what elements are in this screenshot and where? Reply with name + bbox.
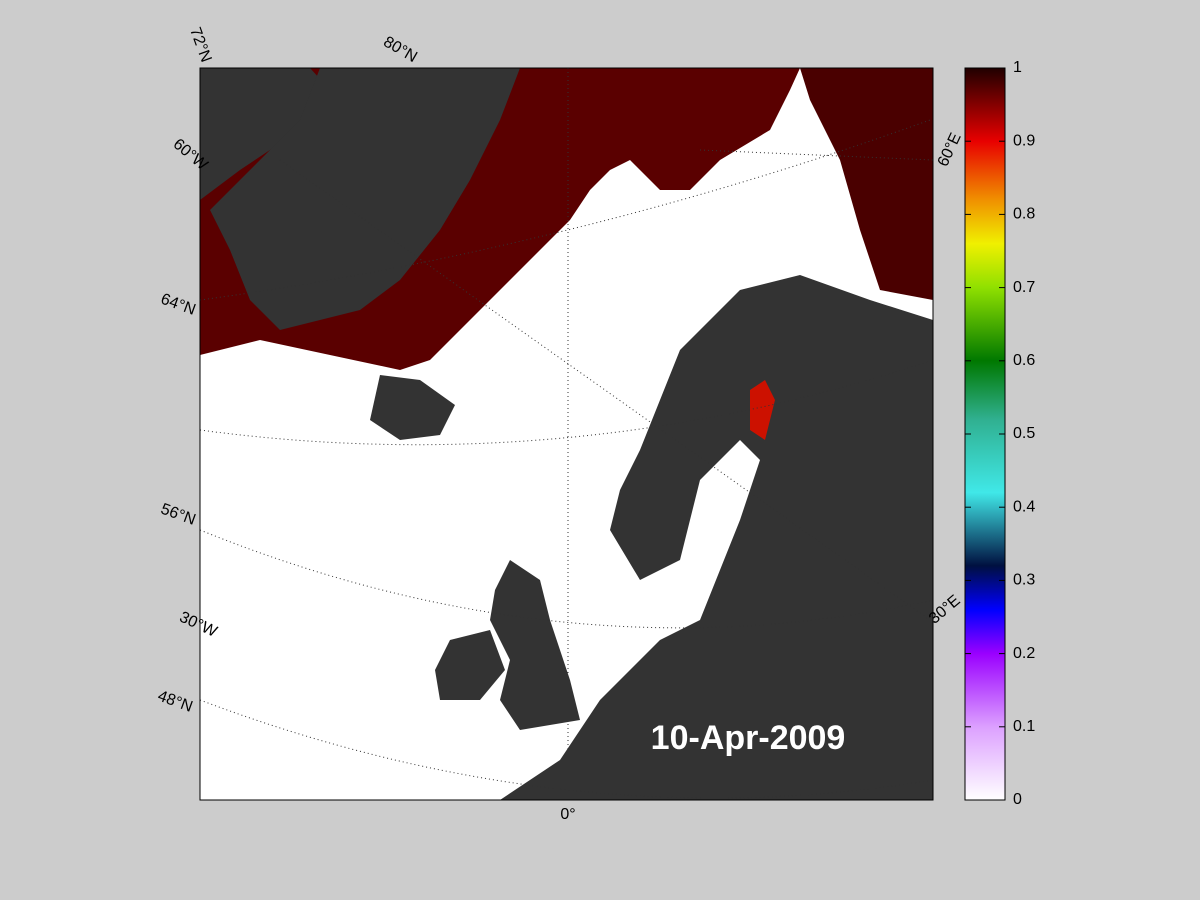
- sea-ice: [750, 380, 775, 440]
- colorbar-tick-label: 0.7: [1013, 279, 1035, 296]
- scandinavia-europe: [500, 275, 933, 800]
- colorbar-tick-label: 0.8: [1013, 206, 1035, 223]
- land: [200, 68, 330, 200]
- date-label: 10-Apr-2009: [651, 719, 846, 757]
- graticule-label: 48°N: [155, 688, 194, 716]
- graticule-label: 56°N: [158, 501, 197, 529]
- colorbar-tick-label: 0.9: [1013, 132, 1035, 149]
- greenland: [210, 68, 520, 330]
- great-britain: [490, 560, 580, 730]
- graticule: [200, 529, 933, 629]
- graticule-label: 64°N: [158, 291, 197, 319]
- graticule-label: 60°E: [935, 130, 965, 169]
- graticule: [200, 699, 933, 799]
- colorbar-tick-label: 0: [1013, 791, 1022, 808]
- colorbar-tick-label: 1: [1013, 59, 1022, 76]
- map-frame: [199, 67, 934, 801]
- colorbar-tick-label: 0.4: [1013, 498, 1035, 515]
- colorbar-tick-label: 0.6: [1013, 352, 1035, 369]
- colorbar-tick-label: 0.3: [1013, 572, 1035, 589]
- colorbar-tick-label: 0.5: [1013, 425, 1035, 442]
- map: [200, 68, 933, 800]
- graticule: [200, 119, 931, 301]
- graticule-label: 72°N: [186, 25, 214, 64]
- graticule: [699, 149, 933, 161]
- colorbar-tick-label: 0.1: [1013, 718, 1035, 735]
- sea-ice: [800, 68, 933, 300]
- graticule-label: 0°: [560, 806, 575, 823]
- graticule: [279, 159, 931, 621]
- graticule-label: 80°N: [380, 33, 419, 66]
- iceland: [370, 375, 455, 440]
- ireland: [435, 630, 505, 700]
- colorbar-tick-label: 0.2: [1013, 645, 1035, 662]
